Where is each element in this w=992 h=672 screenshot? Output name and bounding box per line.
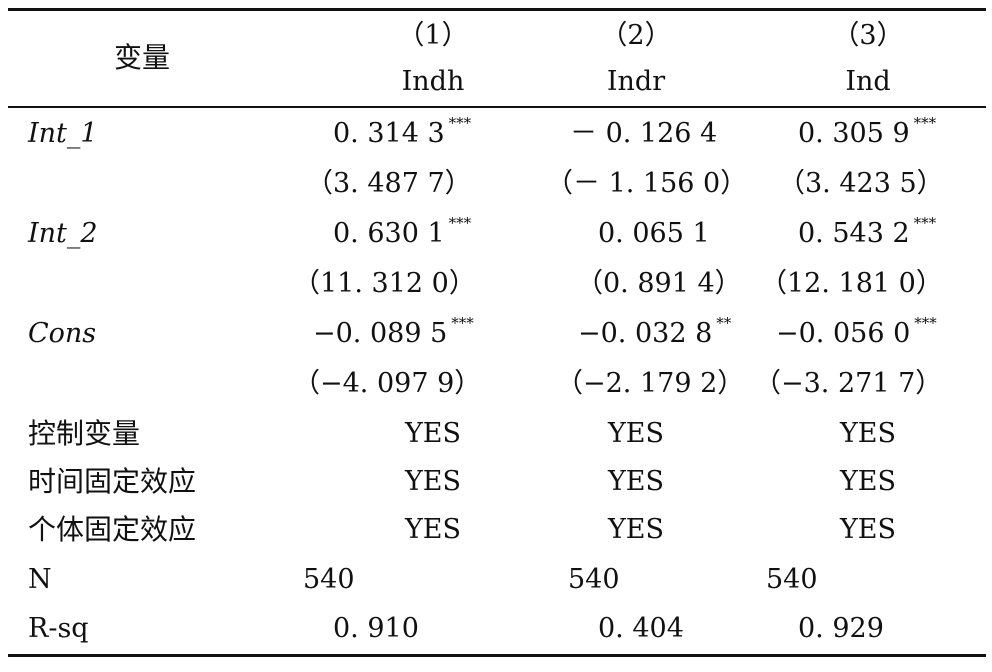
int2-col1-coef: 0. 630 1 *** — [333, 214, 472, 249]
int2-col1-stars: *** — [448, 214, 472, 232]
regression-table: 变量 （1） Indh （2） Indr （3） Ind Int_1 0. 31… — [8, 8, 986, 658]
time-fe-col2: YES — [607, 466, 665, 497]
cons-col3-coef: −0. 056 0 *** — [776, 314, 937, 349]
int1-col1-tstat: （3. 487 7） — [306, 168, 472, 199]
header-col3-name: Ind — [845, 66, 891, 97]
time-fe-col1: YES — [404, 466, 462, 497]
top-rule — [8, 8, 986, 11]
n-col1: 540 — [303, 564, 355, 595]
header-col3-number: （3） — [832, 20, 904, 51]
header-col2-number: （2） — [600, 20, 672, 51]
cons-col2-coef: −0. 032 8 ** — [578, 314, 732, 349]
row-label-time-fe: 时间固定效应 — [28, 465, 197, 498]
int1-col2-coef: － 0. 126 4 — [570, 118, 718, 149]
indiv-fe-col1: YES — [404, 514, 462, 545]
int2-col3-tstat: （12. 181 0） — [760, 268, 943, 299]
controls-col2: YES — [607, 418, 665, 449]
header-col1-number: （1） — [397, 20, 469, 51]
row-label-int1: Int_1 — [28, 118, 98, 149]
row-label-controls: 控制变量 — [28, 417, 141, 450]
int2-col3-stars: *** — [913, 214, 937, 232]
cons-col3-stars: *** — [914, 314, 937, 332]
header-col1-name: Indh — [401, 66, 465, 97]
cons-col3-tstat: （−3. 271 7） — [754, 368, 943, 399]
int2-col2-tstat: （0. 891 4） — [576, 268, 742, 299]
cons-col1-coef: −0. 089 5 *** — [313, 314, 474, 349]
int1-col2-tstat: （－ 1. 156 0） — [546, 168, 748, 199]
controls-col3: YES — [839, 418, 897, 449]
int1-col3-coef: 0. 305 9 *** — [798, 114, 937, 149]
row-label-n: N — [28, 564, 52, 595]
cons-col2-stars: ** — [716, 314, 732, 332]
n-col2: 540 — [568, 564, 620, 595]
row-label-int2: Int_2 — [28, 218, 98, 249]
rsq-col2: 0. 404 — [598, 613, 684, 644]
int1-col3-tstat: （3. 423 5） — [778, 168, 944, 199]
cons-col1-tstat: （−4. 097 9） — [293, 368, 482, 399]
header-col2-name: Indr — [606, 66, 666, 97]
header-rule — [8, 106, 986, 108]
int1-col1-coef: 0. 314 3 *** — [333, 114, 472, 149]
n-col3: 540 — [766, 564, 818, 595]
cons-col2-tstat: （−2. 179 2） — [556, 368, 745, 399]
int2-col2-coef: 0. 065 1 — [598, 218, 710, 249]
int2-col3-coef: 0. 543 2 *** — [798, 214, 937, 249]
int1-col3-stars: *** — [913, 114, 937, 132]
row-label-indiv-fe: 个体固定效应 — [28, 513, 197, 546]
time-fe-col3: YES — [839, 466, 897, 497]
rsq-col3: 0. 929 — [798, 613, 884, 644]
bottom-rule — [8, 654, 986, 657]
row-label-rsq: R-sq — [28, 613, 89, 644]
int2-col1-tstat: （11. 312 0） — [293, 268, 476, 299]
indiv-fe-col2: YES — [607, 514, 665, 545]
header-variable-label: 变量 — [114, 41, 171, 74]
cons-col1-stars: *** — [451, 314, 474, 332]
int1-col1-stars: *** — [448, 114, 472, 132]
row-label-cons: Cons — [28, 318, 97, 349]
rsq-col1: 0. 910 — [333, 613, 419, 644]
controls-col1: YES — [404, 418, 462, 449]
indiv-fe-col3: YES — [839, 514, 897, 545]
